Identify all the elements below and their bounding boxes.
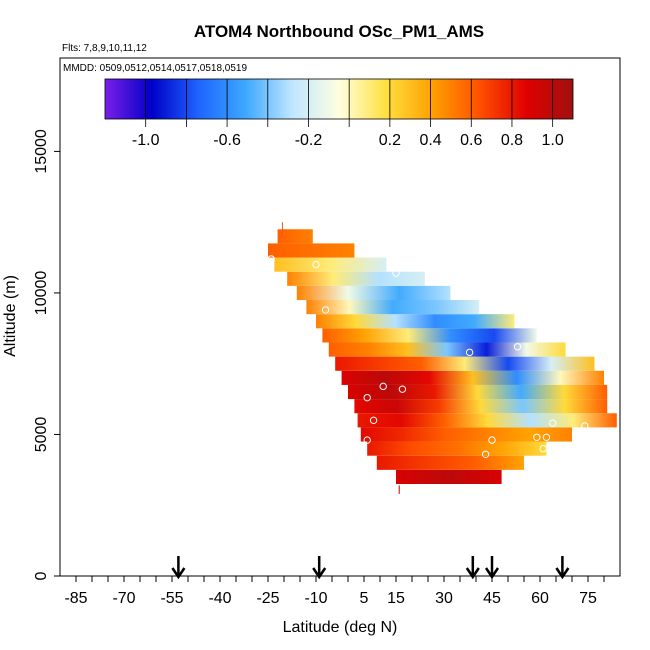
measurement-marker: [379, 382, 387, 391]
x-tick-label: -40: [208, 590, 231, 607]
x-axis-label: Latitude (deg N): [283, 619, 398, 636]
y-axis-label: Altitude (m): [2, 275, 19, 357]
measurement-marker: [363, 436, 371, 444]
colorbar-gradient: [104, 78, 574, 120]
heatmap-band: [287, 271, 425, 286]
heatmap-band: [360, 427, 572, 442]
measurement-marker: [267, 255, 275, 263]
y-tick-label: 10000: [33, 271, 50, 316]
x-tick-label: -10: [304, 590, 327, 607]
heatmap-band: [274, 257, 387, 272]
heatmap-band: [341, 370, 604, 385]
measurement-marker: [613, 427, 620, 436]
heatmap-band: [296, 285, 451, 301]
heatmap-band: [354, 399, 608, 414]
measurement-marker: [533, 433, 541, 442]
x-tick-label: 15: [387, 590, 405, 607]
measurement-marker: [312, 260, 320, 269]
colorbar-tick-label: -1.0: [132, 132, 160, 149]
heatmap-band: [357, 413, 617, 428]
heatmap-band: [306, 300, 480, 315]
measurement-marker: [465, 348, 474, 357]
x-tick-label: 45: [483, 590, 501, 607]
x-tick-label: 5: [360, 590, 369, 607]
x-tick-label: 30: [435, 590, 453, 607]
y-axis: 0 5000 10000 15000: [33, 129, 60, 580]
x-tick-label: -25: [256, 590, 279, 607]
measurement-marker: [398, 385, 407, 393]
colorbar-tick-label: 0.6: [460, 132, 482, 149]
profile-arrow-head: [312, 567, 327, 580]
flights-subtitle: Flts: 7,8,9,10,11,12: [62, 43, 147, 54]
x-tick-label: -70: [112, 590, 135, 607]
heatmap-band: [335, 356, 595, 371]
dates-subtitle: MMDD: 0509,0512,0514,0517,0518,0519: [63, 63, 247, 74]
heatmap-band: [268, 243, 355, 258]
colorbar: -1.0 -0.6 -0.2 0.2 0.4 0.6 0.8 1.0: [104, 78, 574, 149]
heatmap-band: [316, 314, 515, 329]
measurement-marker: [539, 444, 547, 453]
measurement-marker: [606, 365, 615, 374]
colorbar-tick-label: 0.2: [379, 132, 401, 149]
measurement-marker: [481, 450, 490, 458]
colorbar-tick-label: -0.6: [213, 132, 241, 149]
measurement-marker: [513, 343, 522, 351]
measurement-marker: [369, 416, 378, 425]
colorbar-tick-label: 1.0: [542, 132, 564, 149]
y-tick-label: 0: [33, 571, 50, 580]
measurement-marker: [363, 393, 371, 402]
measurement-marker: [392, 269, 400, 277]
heatmap-band: [322, 328, 537, 343]
plot-area: [267, 222, 620, 494]
y-tick-label: 5000: [33, 417, 50, 453]
profile-arrow-head: [171, 567, 186, 580]
heatmap-band: [376, 455, 524, 470]
colorbar-tick-label: 0.8: [501, 132, 523, 149]
profile-arrow-head: [465, 567, 480, 580]
measurement-marker: [488, 436, 496, 444]
x-tick-label: 75: [579, 590, 597, 607]
profile-arrows: [171, 556, 570, 580]
y-tick-label: 15000: [33, 129, 50, 174]
x-tick-label: -55: [160, 590, 183, 607]
x-tick-label: 60: [531, 590, 549, 607]
heatmap-band: [348, 384, 608, 400]
heatmap-band: [367, 441, 547, 456]
colorbar-tick-label: -0.2: [295, 132, 323, 149]
measurement-marker: [581, 422, 589, 430]
measurement-marker: [549, 419, 557, 427]
profile-arrow-head: [555, 567, 570, 580]
x-tick-label: -85: [64, 590, 87, 607]
heatmap-band: [328, 342, 566, 357]
colorbar-tick-label: 0.4: [419, 132, 441, 149]
measurement-marker: [321, 306, 330, 314]
measurement-marker: [542, 433, 551, 442]
chart-title: ATOM4 Northbound OSc_PM1_AMS: [194, 22, 484, 41]
heatmap-band: [396, 469, 502, 485]
heatmap-band: [277, 229, 313, 244]
plot-frame: [59, 57, 621, 577]
x-axis: -85 -70 -55 -40 -25 -10 5 15 30 45 60 75: [64, 576, 605, 607]
